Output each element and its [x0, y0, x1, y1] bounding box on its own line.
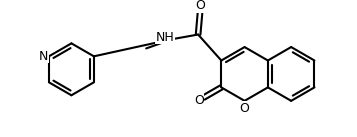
Text: O: O	[194, 94, 204, 107]
Text: O: O	[240, 102, 250, 115]
Text: NH: NH	[155, 31, 174, 44]
Text: N: N	[39, 50, 48, 63]
Text: O: O	[195, 0, 205, 12]
